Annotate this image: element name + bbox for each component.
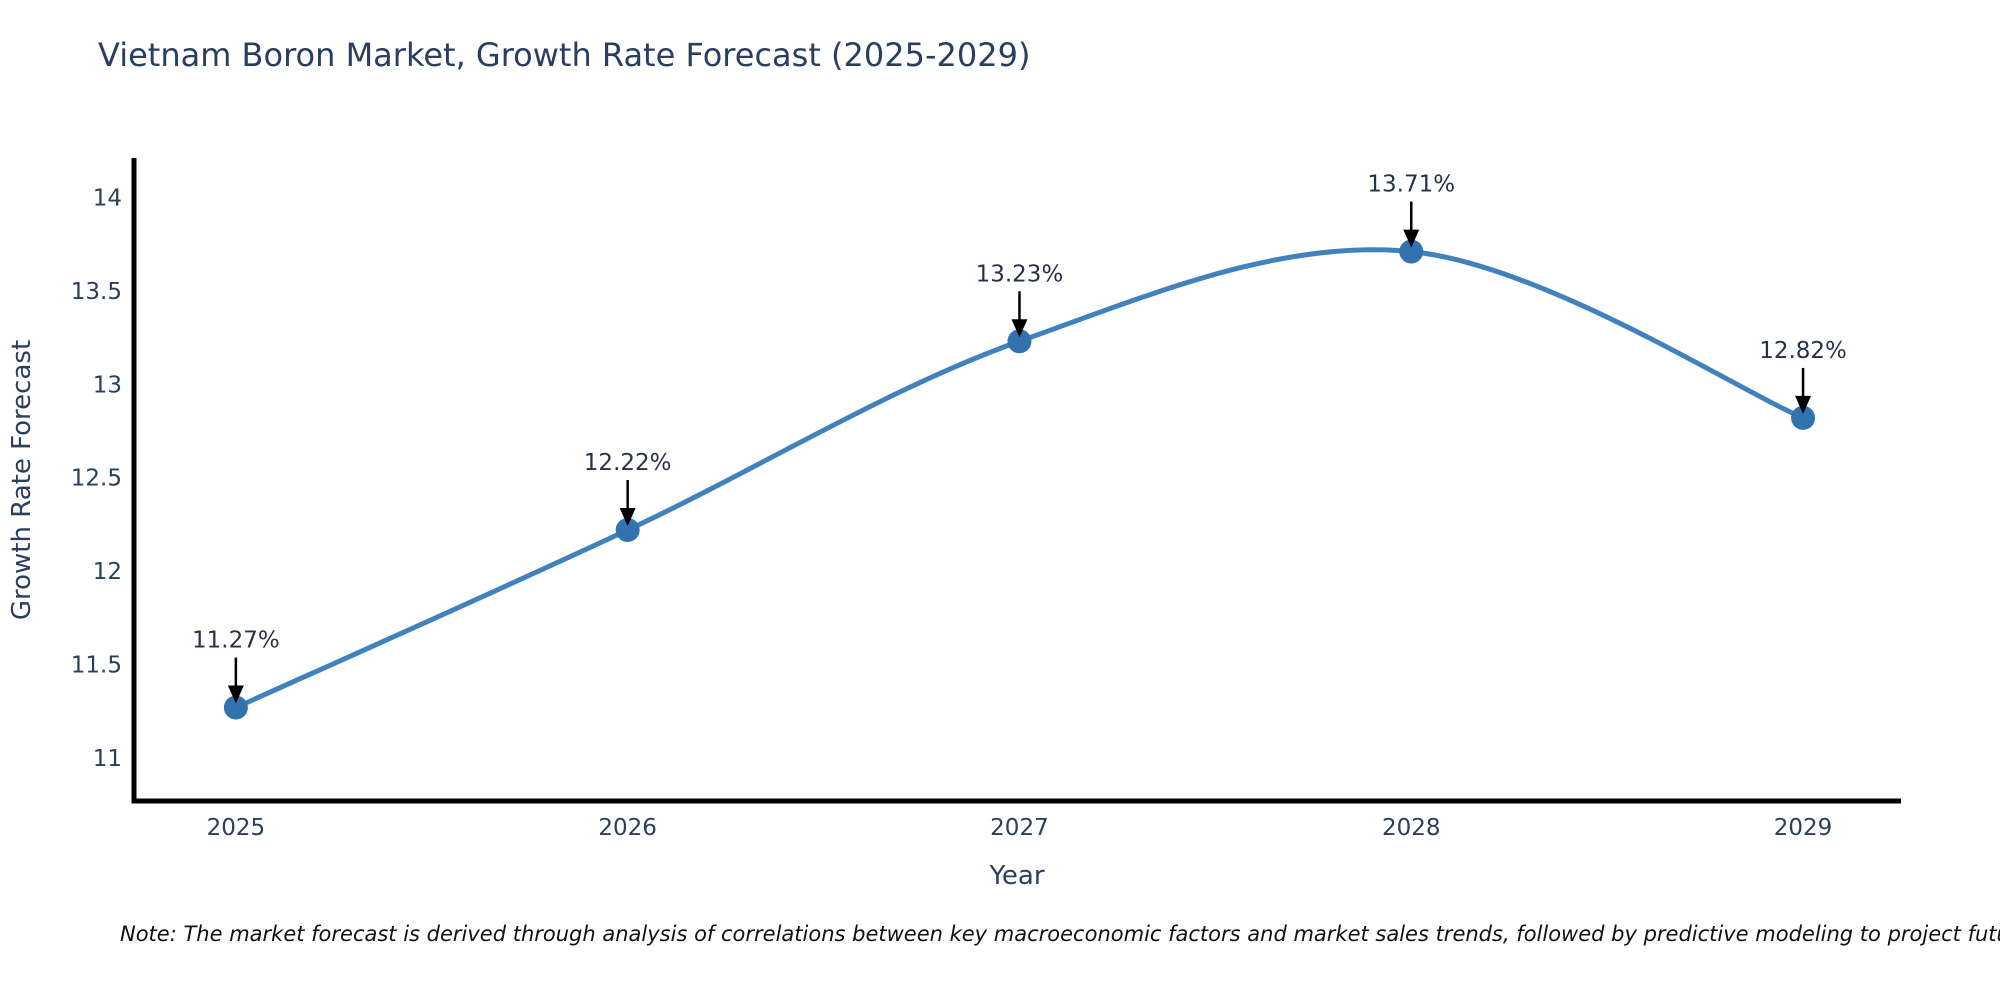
point-annotation-label: 13.71%: [1367, 172, 1455, 198]
y-tick-label: 12.5: [71, 466, 122, 492]
point-annotation-label: 13.23%: [976, 261, 1064, 287]
x-tick-label: 2029: [1774, 815, 1833, 841]
data-point-marker: [615, 518, 640, 543]
point-annotation-label: 12.82%: [1759, 338, 1847, 364]
y-tick-label: 11.5: [71, 653, 122, 679]
annotation-arrowhead-icon: [1403, 229, 1420, 248]
data-point-marker: [223, 695, 248, 720]
y-tick-label: 12: [93, 559, 122, 585]
axes: [131, 158, 1901, 804]
x-tick-label: 2027: [990, 815, 1049, 841]
y-tick-label: 13.5: [71, 279, 122, 305]
point-annotation: 13.71%: [1367, 172, 1455, 248]
x-tick-label: 2028: [1382, 815, 1441, 841]
y-tick-label: 13: [93, 372, 122, 398]
point-annotation-label: 11.27%: [192, 628, 280, 654]
point-annotation: 11.27%: [192, 628, 280, 704]
x-axis-label: Year: [988, 861, 1044, 891]
point-annotation: 12.22%: [584, 450, 672, 527]
point-annotation: 12.82%: [1759, 338, 1847, 414]
x-tick-label: 2025: [207, 815, 266, 841]
chart-title: Vietnam Boron Market, Growth Rate Foreca…: [98, 36, 1030, 74]
annotation-arrowhead-icon: [227, 685, 244, 704]
footnote: Note: The market forecast is derived thr…: [120, 922, 2000, 946]
point-annotations: 11.27% 12.22% 13.23% 13.71% 12.82%: [192, 172, 1847, 704]
point-annotation: 13.23%: [976, 261, 1064, 338]
annotation-arrowhead-icon: [1011, 319, 1028, 338]
annotation-arrowhead-icon: [1795, 395, 1812, 414]
data-point-marker: [1007, 329, 1032, 354]
line-series: [223, 239, 1816, 720]
y-tick-label: 11: [93, 746, 122, 772]
annotation-arrowhead-icon: [619, 508, 636, 527]
tick-labels: 11 11.5 12 12.5 13 13.5 14 2025 2026 2027 2028 2029: [71, 185, 1833, 841]
y-tick-label: 14: [93, 185, 122, 211]
data-point-marker: [1791, 405, 1816, 430]
x-tick-label: 2026: [598, 815, 657, 841]
point-annotation-label: 12.22%: [584, 450, 672, 476]
y-axis-label: Growth Rate Forecast: [7, 340, 37, 620]
data-point-marker: [1399, 239, 1424, 264]
